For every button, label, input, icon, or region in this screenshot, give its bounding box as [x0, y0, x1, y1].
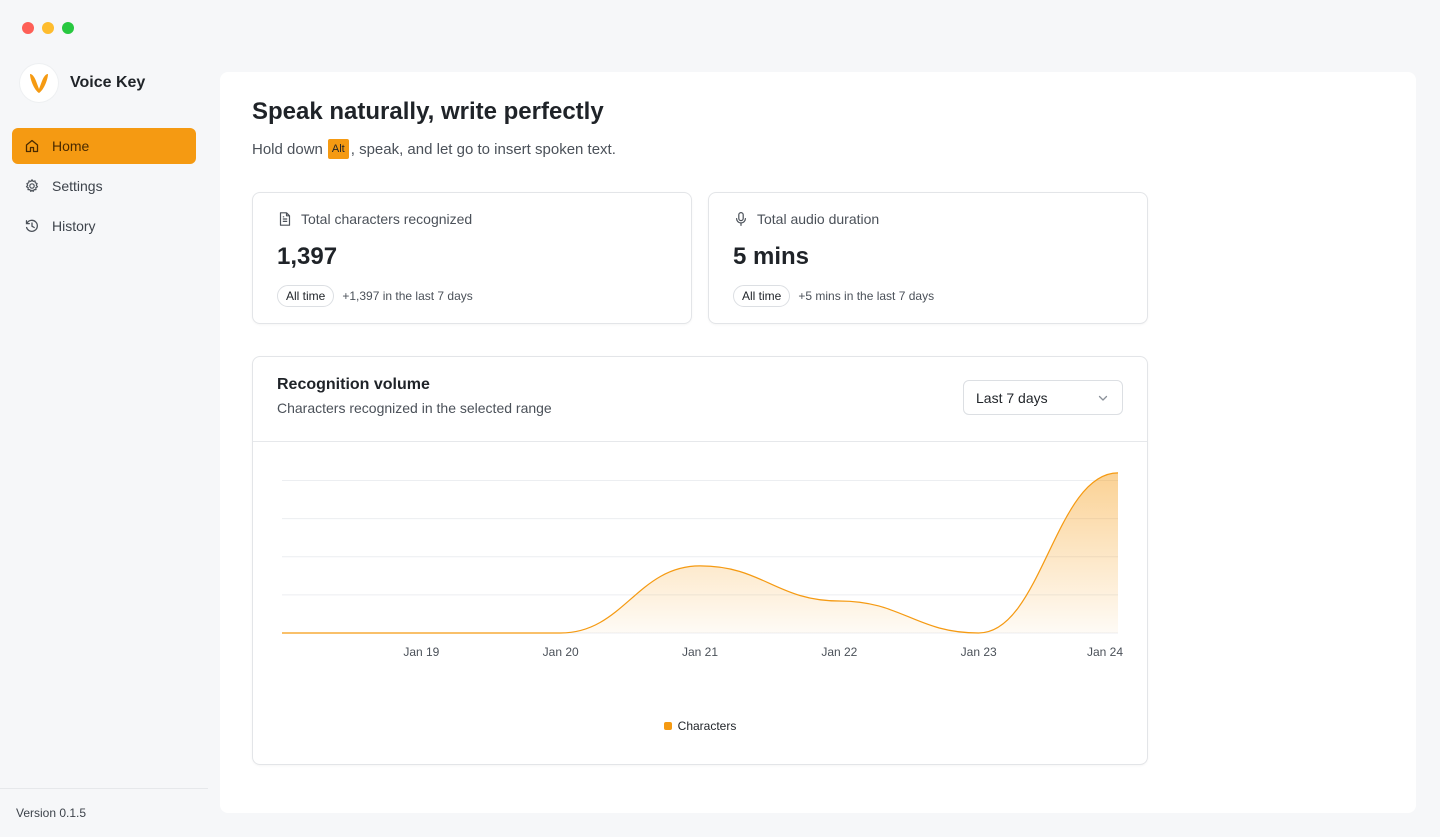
stat-footer: All time +1,397 in the last 7 days — [277, 285, 473, 307]
microphone-icon — [736, 212, 746, 226]
x-tick-label: Jan 20 — [543, 645, 579, 659]
app-logo-icon — [20, 64, 58, 102]
stat-badge: All time — [277, 285, 335, 307]
page-title: Speak naturally, write perfectly — [252, 98, 604, 125]
subtitle-prefix: Hold down — [252, 140, 323, 158]
legend-swatch — [663, 722, 672, 730]
x-tick-label: Jan 24 — [1087, 645, 1123, 659]
x-tick-label: Jan 19 — [403, 645, 439, 659]
stat-card-characters: Total characters recognized 1,397 All ti… — [252, 192, 692, 324]
minimize-window-button[interactable] — [42, 22, 54, 34]
document-icon — [279, 212, 291, 226]
range-select[interactable]: Last 7 days — [963, 380, 1123, 415]
chart-title: Recognition volume — [277, 376, 430, 393]
x-tick-label: Jan 22 — [821, 645, 857, 659]
x-tick-label: Jan 23 — [961, 645, 997, 659]
hotkey-badge: Alt — [327, 139, 349, 159]
sidebar-item-label: Home — [52, 138, 90, 154]
sidebar: Voice Key Home Settings History Version — [0, 0, 208, 837]
chart-divider — [253, 441, 1147, 442]
app-name: Voice Key — [70, 74, 146, 91]
sidebar-item-history[interactable]: History — [12, 208, 196, 244]
page-subtitle: Hold down Alt , speak, and let go to ins… — [252, 139, 616, 159]
sidebar-divider — [0, 788, 208, 789]
series-area-characters — [282, 472, 1118, 633]
recognition-volume-card: Recognition volume Characters recognized… — [252, 356, 1148, 765]
brand: Voice Key — [20, 64, 145, 102]
x-tick-label: Jan 21 — [682, 645, 718, 659]
sidebar-item-settings[interactable]: Settings — [12, 168, 196, 204]
stat-delta: +1,397 in the last 7 days — [342, 289, 473, 303]
chevron-down-icon — [1098, 395, 1108, 401]
main-panel: Speak naturally, write perfectly Hold do… — [220, 72, 1416, 813]
window-controls — [22, 22, 74, 34]
sidebar-item-home[interactable]: Home — [12, 128, 196, 164]
stat-header: Total audio duration — [733, 211, 879, 227]
stat-header: Total characters recognized — [277, 211, 472, 227]
series-line-characters — [282, 472, 1119, 634]
stat-badge: All time — [733, 285, 791, 307]
close-window-button[interactable] — [22, 22, 34, 34]
stat-label: Total characters recognized — [301, 211, 473, 227]
sidebar-item-label: Settings — [52, 178, 103, 194]
stat-delta: +5 mins in the last 7 days — [798, 289, 935, 303]
home-icon — [25, 139, 39, 153]
stat-label: Total audio duration — [757, 211, 880, 227]
stat-value: 5 mins — [733, 243, 810, 270]
maximize-window-button[interactable] — [62, 22, 74, 34]
area-chart: Jan 19 Jan 20 Jan 21 Jan 22 Jan 23 Jan 24 — [282, 472, 1123, 659]
stat-card-audio-duration: Total audio duration 5 mins All time +5 … — [708, 192, 1148, 324]
stat-footer: All time +5 mins in the last 7 days — [733, 285, 934, 307]
history-icon — [25, 219, 38, 232]
range-select-value: Last 7 days — [976, 389, 1048, 406]
chart-subtitle: Characters recognized in the selected ra… — [277, 400, 552, 416]
app-version: Version 0.1.5 — [16, 806, 87, 820]
sidebar-nav: Home Settings History — [12, 128, 196, 248]
sidebar-item-label: History — [52, 218, 96, 234]
gear-icon — [25, 179, 39, 192]
stat-value: 1,397 — [277, 243, 338, 270]
legend-label: Characters — [677, 719, 737, 733]
subtitle-suffix: , speak, and let go to insert spoken tex… — [350, 140, 616, 158]
chart-legend: Characters — [253, 719, 1147, 733]
